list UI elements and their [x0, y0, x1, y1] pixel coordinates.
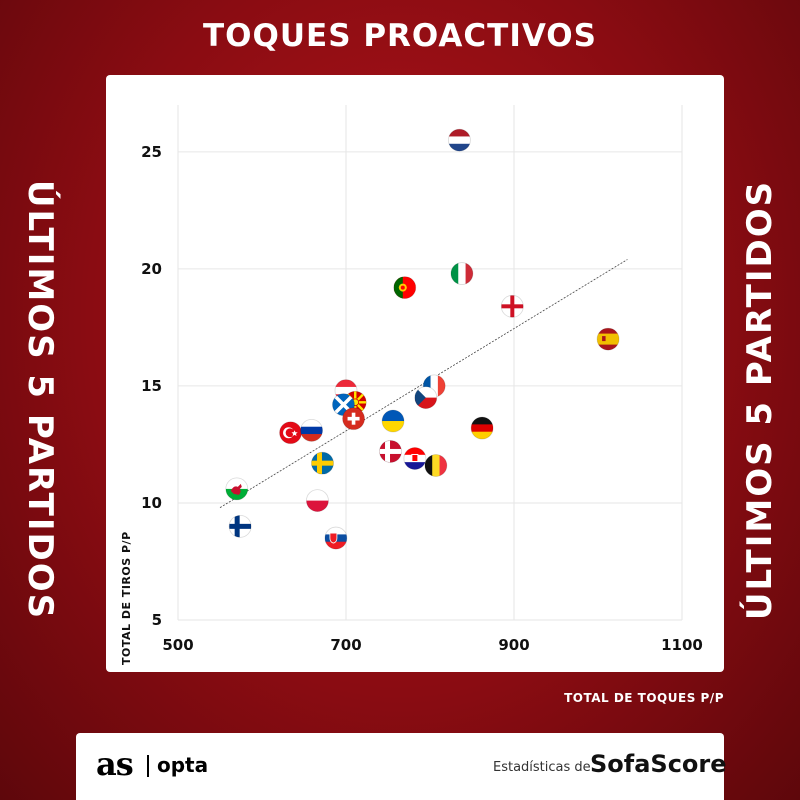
ukraine-flag	[381, 409, 405, 433]
russia-flag	[300, 418, 323, 442]
data-points	[225, 128, 620, 550]
slovakia-flag	[324, 526, 348, 550]
footer: as opta Estadísticas de SofaScore	[76, 733, 727, 800]
as-logo: as	[96, 745, 134, 783]
y-tick-label: 10	[141, 494, 162, 512]
y-tick-label: 25	[141, 143, 162, 161]
czech-republic-flag	[414, 386, 438, 410]
stats-prefix: Estadísticas de	[493, 760, 591, 775]
y-tick-label: 15	[141, 377, 162, 395]
belgium-flag	[424, 454, 448, 477]
denmark-flag	[379, 440, 402, 463]
wales-flag	[225, 477, 249, 501]
spain-flag	[596, 327, 620, 351]
x-tick-label: 1100	[661, 636, 703, 654]
x-tick-label: 500	[162, 636, 193, 654]
switzerland-flag	[342, 407, 365, 431]
side-title-left: ÚLTIMOS 5 PARTIDOS	[20, 179, 60, 621]
grid	[177, 105, 683, 621]
poland-flag	[306, 489, 329, 513]
chart-title: TOQUES PROACTIVOS	[203, 18, 597, 54]
side-title-right: ÚLTIMOS 5 PARTIDOS	[740, 179, 780, 621]
x-axis-label: TOTAL DE TOQUES P/P	[564, 691, 724, 705]
england-flag	[500, 294, 524, 318]
x-tick-label: 700	[330, 636, 361, 654]
portugal-flag	[393, 276, 417, 299]
tick-labels: 500 700 900 1100 5 10 15 20 25	[141, 143, 703, 654]
netherlands-flag	[447, 128, 471, 152]
opta-logo: opta	[157, 753, 209, 777]
croatia-flag	[403, 447, 427, 470]
finland-flag	[228, 514, 252, 538]
y-tick-label: 20	[141, 260, 162, 278]
italy-flag	[450, 262, 474, 285]
logo-divider	[147, 755, 149, 777]
scatter-chart: 500 700 900 1100 5 10 15 20 25 TOTAL DE TIROS P/…	[120, 105, 703, 665]
x-tick-label: 900	[498, 636, 529, 654]
germany-flag	[470, 416, 494, 440]
chart-panel: 500 700 900 1100 5 10 15 20 25 TOTAL DE TIROS P/…	[106, 75, 724, 672]
sweden-flag	[311, 451, 334, 475]
y-tick-label: 5	[152, 611, 162, 629]
turkey-flag	[279, 421, 302, 445]
sofascore-logo: SofaScore	[590, 750, 727, 778]
y-axis-label: TOTAL DE TIROS P/P	[120, 531, 133, 665]
